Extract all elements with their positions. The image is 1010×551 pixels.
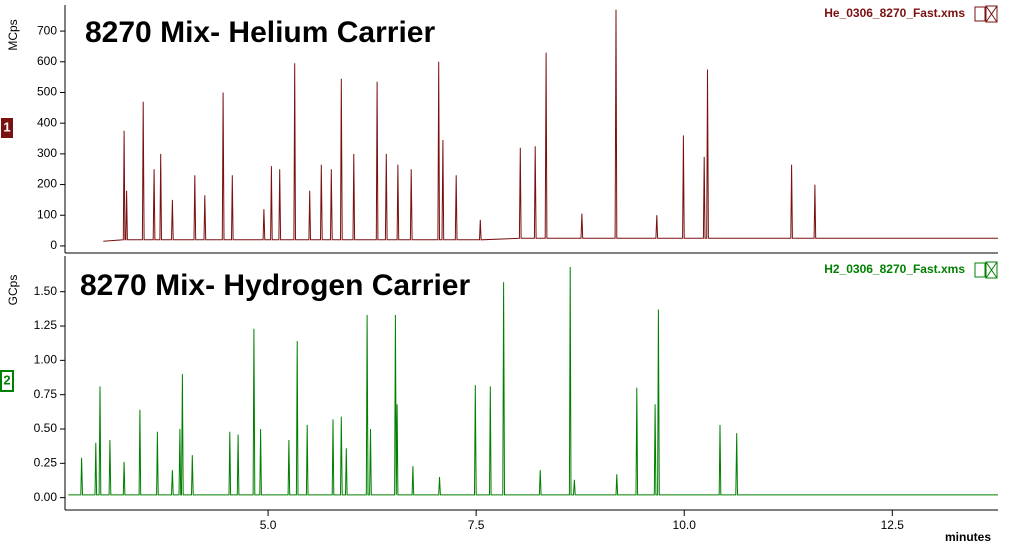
y-tick-label: 500	[37, 85, 57, 99]
trace	[68, 266, 998, 496]
file-name: He_0306_8270_Fast.xms	[824, 6, 965, 20]
restore-icon[interactable]	[974, 262, 986, 278]
y-tick-label: 0.25	[34, 455, 58, 469]
chart-title: 8270 Mix- Helium Carrier	[85, 16, 435, 49]
y-tick-label: 600	[37, 54, 57, 68]
chart-title: 8270 Mix- Hydrogen Carrier	[80, 269, 470, 302]
y-tick-label: 0	[50, 238, 57, 252]
y-tick-label: 700	[37, 23, 57, 37]
x-tick-label: 7.5	[468, 518, 485, 532]
x-tick-label: 5.0	[260, 518, 277, 532]
y-tick-label: 0.00	[34, 490, 58, 504]
y-tick-label: 400	[37, 115, 57, 129]
x-axis-label: minutes	[945, 530, 991, 544]
y-axis-label: MCps	[6, 19, 20, 50]
y-tick-label: 0.50	[34, 421, 58, 435]
y-tick-label: 200	[37, 177, 57, 191]
y-tick-label: 100	[37, 207, 57, 221]
file-name: H2_0306_8270_Fast.xms	[824, 262, 965, 276]
y-tick-label: 300	[37, 146, 57, 160]
y-axis-label: GCps	[6, 275, 20, 306]
trace	[103, 9, 998, 242]
close-cross	[985, 5, 998, 23]
y-tick-label: 0.75	[34, 387, 58, 401]
trace-badge	[1, 118, 13, 138]
trace-number: 2	[3, 372, 10, 387]
y-tick-label: 1.25	[34, 318, 58, 332]
restore-icon[interactable]	[974, 6, 986, 22]
x-tick-label: 10.0	[673, 518, 697, 532]
y-tick-label: 1.00	[34, 353, 58, 367]
trace-number: 1	[3, 119, 10, 134]
close-cross	[985, 261, 998, 279]
y-tick-label: 1.50	[34, 284, 58, 298]
x-tick-label: 12.5	[881, 518, 905, 532]
trace-badge	[0, 370, 14, 392]
